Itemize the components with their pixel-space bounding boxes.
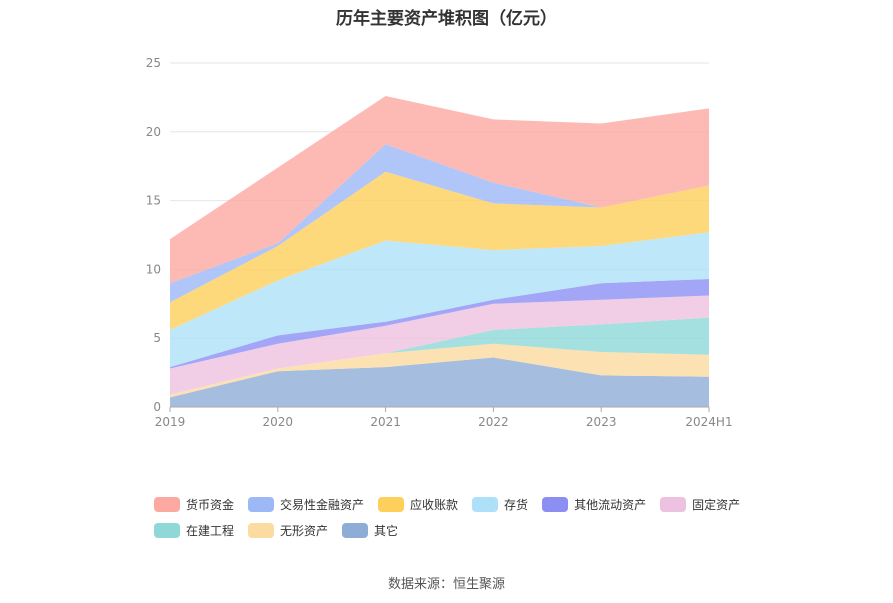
- area-series-6[interactable]: [170, 171, 709, 330]
- y-tick-label: 0: [153, 400, 161, 414]
- area-series-0[interactable]: [170, 357, 709, 408]
- x-tick-label: 2022: [478, 415, 509, 429]
- legend-swatch: [660, 496, 687, 512]
- y-tick-label: 5: [153, 331, 161, 345]
- area-series-layer: [170, 96, 709, 407]
- stacked-area-chart: 0 5 10 15 20 25 2019 2020 2021 2022 2023 2024H1: [146, 56, 733, 429]
- area-series-1[interactable]: [170, 343, 709, 398]
- area-series-5[interactable]: [170, 232, 709, 368]
- y-tick-label: 15: [146, 194, 161, 208]
- data-source: 数据来源：恒生聚源: [387, 577, 505, 592]
- legend-item[interactable]: 交易性金融资产: [248, 495, 364, 513]
- legend-label: 其他流动资产: [574, 497, 647, 512]
- legend-swatch: [542, 496, 569, 512]
- area-series-2[interactable]: [170, 317, 709, 395]
- y-tick-label: 25: [146, 56, 161, 70]
- legend-swatch: [342, 522, 369, 538]
- legend-item[interactable]: 其它: [342, 521, 398, 539]
- area-series-7[interactable]: [170, 144, 709, 303]
- legend-label: 存货: [504, 497, 529, 512]
- legend-item[interactable]: 其他流动资产: [542, 495, 646, 513]
- x-tick-label: 2020: [263, 415, 294, 429]
- legend-item[interactable]: 在建工程: [154, 521, 234, 539]
- y-tick-label: 10: [146, 262, 161, 276]
- legend-swatch: [472, 496, 499, 512]
- legend-label: 其它: [374, 523, 399, 538]
- x-tick-label: 2024H1: [685, 415, 732, 429]
- x-tick-label: 2021: [370, 415, 401, 429]
- legend-swatch: [248, 522, 275, 538]
- legend-label: 固定资产: [692, 497, 741, 512]
- x-tick-label: 2019: [155, 415, 186, 429]
- legend-item[interactable]: 应收账款: [378, 495, 458, 513]
- x-tick-label: 2023: [586, 415, 617, 429]
- area-series-3[interactable]: [170, 295, 709, 395]
- axes: 0 5 10 15 20 25 2019 2020 2021 2022 2023 2024H1: [146, 56, 733, 429]
- legend-item[interactable]: 无形资产: [248, 521, 328, 539]
- legend-item[interactable]: 存货: [472, 495, 528, 513]
- area-series-8[interactable]: [170, 96, 709, 284]
- legend-label: 无形资产: [280, 523, 329, 538]
- legend-swatch: [154, 496, 180, 512]
- area-series-4[interactable]: [170, 279, 709, 369]
- legend-label: 货币资金: [186, 497, 235, 512]
- legend-item[interactable]: 货币资金: [154, 495, 234, 513]
- legend: 货币资金 交易性金融资产 应收账款 存货 其他流动资产 固定资产在建工程 无形资产 其它: [154, 495, 774, 539]
- legend-swatch: [378, 496, 405, 512]
- legend-swatch: [248, 496, 275, 512]
- legend-item[interactable]: 固定资产: [660, 495, 740, 513]
- legend-label: 应收账款: [410, 497, 459, 512]
- legend-swatch: [154, 522, 180, 538]
- legend-label: 在建工程: [186, 523, 235, 538]
- legend-label: 交易性金融资产: [280, 497, 365, 512]
- y-tick-label: 20: [146, 125, 161, 139]
- chart-title: 历年主要资产堆积图（亿元）: [336, 9, 557, 29]
